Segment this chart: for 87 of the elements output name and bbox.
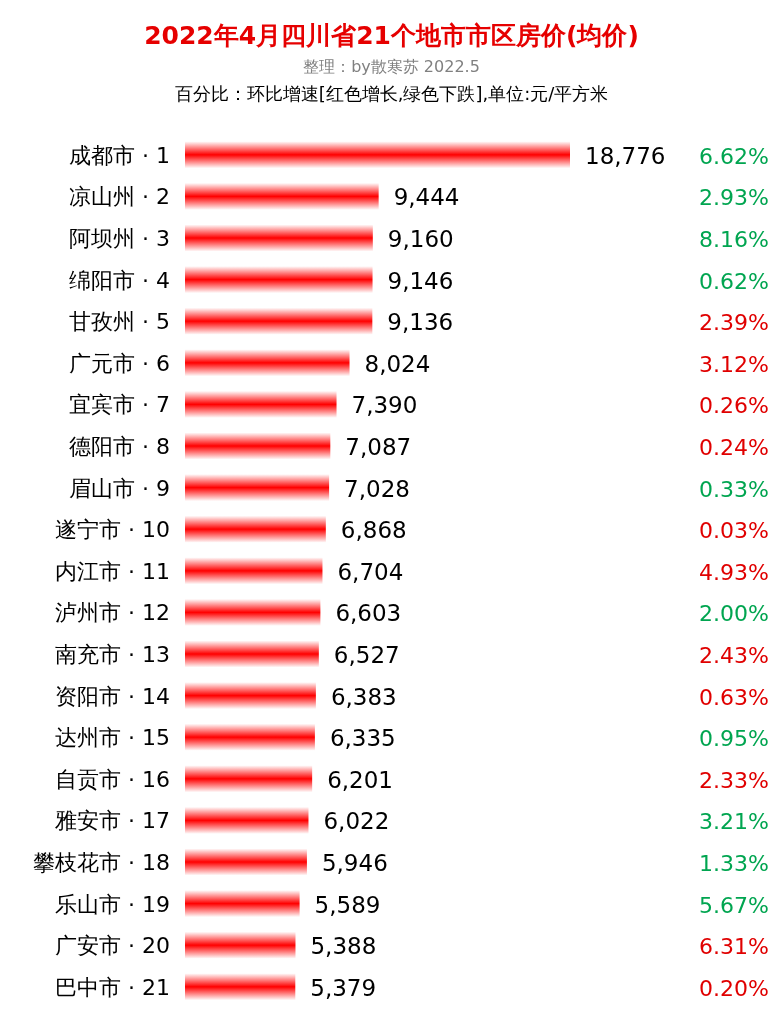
data-label: 2.33%: [699, 767, 769, 793]
data-label: 6,022: [323, 808, 390, 835]
data-label: 9,160: [387, 226, 454, 252]
y-tick-label: 自贡市 · 16: [55, 766, 170, 792]
y-tick-label: 眉山市 · 9: [69, 475, 170, 501]
bar: [185, 890, 300, 918]
y-tick-label: 资阳市 · 14: [55, 683, 170, 709]
data-label: 7,028: [344, 475, 410, 502]
bar: [185, 266, 373, 294]
y-tick-label: 绵阳市 · 4: [69, 267, 170, 293]
data-label: 6,603: [335, 600, 402, 627]
data-label: 5,589: [314, 891, 381, 918]
y-tick-label: 广安市 · 20: [55, 933, 170, 959]
y-tick-label: 凉山州 · 2: [69, 184, 170, 210]
bar: [185, 806, 309, 834]
y-tick-label: 德阳市 · 8: [69, 434, 170, 459]
y-tick-label: 泸州市 · 12: [55, 600, 170, 626]
bar: [185, 141, 570, 169]
y-tick-label: 攀枝花市 · 18: [33, 850, 170, 875]
data-label: 6,704: [337, 558, 404, 585]
data-label: 6,201: [327, 766, 394, 793]
data-label: 0.62%: [699, 268, 769, 294]
y-tick-label: 雅安市 · 17: [55, 808, 170, 834]
data-label: 0.24%: [699, 435, 769, 460]
chart-subtitle: 整理：by散寒苏 2022.5: [303, 57, 480, 76]
bar: [185, 723, 315, 751]
data-label: 6,868: [340, 517, 407, 544]
text: 百分比：环比增速[红色增长,绿色下跌],单位:元/平方米: [174, 83, 609, 104]
data-label: 6,527: [333, 642, 400, 668]
y-tick-label: 遂宁市 · 10: [55, 517, 170, 543]
data-label: 6,383: [330, 683, 397, 710]
data-label: 6,335: [329, 725, 396, 752]
data-label: 5.67%: [699, 892, 769, 918]
bar: [185, 224, 373, 252]
bar: [185, 598, 321, 626]
y-tick-label: 广元市 · 6: [69, 350, 170, 376]
data-label: 0.33%: [699, 476, 769, 502]
data-label: 4.93%: [699, 559, 769, 585]
data-label: 0.95%: [699, 726, 769, 752]
data-label: 1.33%: [699, 851, 769, 876]
y-tick-label: 巴中市 · 21: [55, 974, 170, 1000]
bar: [185, 765, 313, 793]
y-tick-label: 阿坝州 · 3: [69, 226, 170, 251]
y-tick-label: 乐山市 · 19: [55, 891, 170, 917]
data-label: 18,776: [585, 142, 666, 169]
data-label: 5,388: [310, 933, 377, 960]
data-label: 9,146: [387, 267, 454, 294]
data-label: 8.16%: [699, 227, 769, 252]
bar: [185, 349, 350, 377]
data-label: 7,087: [345, 434, 412, 460]
y-tick-label: 南充市 · 13: [55, 642, 170, 667]
data-label: 0.63%: [699, 684, 769, 710]
data-label: 0.03%: [699, 518, 769, 544]
data-label: 5,946: [321, 850, 388, 876]
bar: [185, 640, 319, 668]
data-label: 3.12%: [699, 351, 769, 377]
bar: [185, 432, 331, 460]
data-label: 6.62%: [699, 143, 769, 169]
data-label: 2.00%: [699, 601, 769, 627]
y-tick-label: 宜宾市 · 7: [69, 392, 170, 418]
bar: [185, 390, 337, 418]
data-label: 2.39%: [699, 310, 769, 336]
y-tick-label: 达州市 · 15: [55, 725, 170, 751]
data-label: 5,379: [310, 974, 377, 1001]
y-tick-label: 甘孜州 · 5: [69, 309, 170, 335]
data-label: 3.21%: [699, 809, 769, 835]
data-label: 9,136: [387, 309, 454, 336]
bar: [185, 307, 373, 335]
bar: [185, 931, 296, 959]
data-label: 7,390: [351, 392, 418, 419]
chart-title: 2022年4月四川省21个地市市区房价(均价): [144, 21, 639, 50]
bar: [185, 474, 330, 502]
y-tick-label: 成都市 · 1: [69, 142, 170, 168]
bar: [185, 557, 323, 585]
data-label: 0.26%: [699, 393, 769, 419]
data-label: 2.93%: [699, 185, 769, 211]
data-label: 2.43%: [699, 643, 769, 668]
bar: [185, 848, 307, 876]
y-tick-label: 内江市 · 11: [55, 558, 170, 584]
bar: [185, 182, 379, 210]
bar: [185, 973, 296, 1001]
data-label: 6.31%: [699, 934, 769, 960]
data-label: 8,024: [364, 350, 431, 377]
bar: [185, 682, 316, 710]
bar: [185, 515, 326, 543]
data-label: 0.20%: [699, 975, 769, 1001]
data-label: 9,444: [393, 184, 460, 211]
